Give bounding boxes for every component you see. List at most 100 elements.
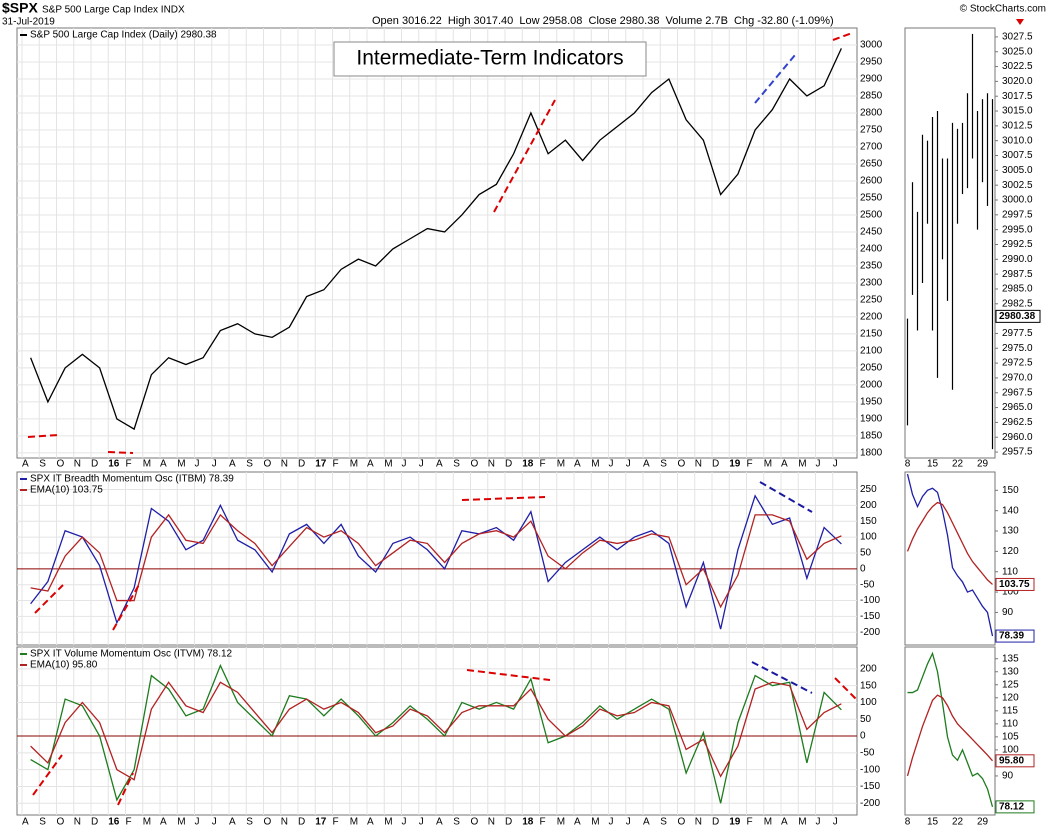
x-tick-label: J — [833, 817, 838, 828]
y-tick-label: 2995.0 — [1002, 224, 1033, 235]
x-tick-label: A — [22, 459, 29, 470]
x-tick-label: M — [764, 459, 772, 470]
y-tick-label: 2200 — [860, 312, 883, 323]
trendline — [112, 582, 141, 631]
x-tick-label: J — [816, 817, 821, 828]
y-tick-label: 2970.0 — [1002, 373, 1033, 384]
x-tick-label: M — [764, 817, 772, 828]
y-tick-label: 0 — [860, 731, 866, 742]
y-tick-label: 2990.0 — [1002, 254, 1033, 265]
x-tick-label: 16 — [108, 817, 120, 828]
panel-frames — [16, 27, 996, 816]
x-tick-label: F — [333, 817, 339, 828]
series-line — [30, 513, 842, 609]
x-tick-label: M — [143, 817, 151, 828]
y-tick-label: 2987.5 — [1002, 269, 1033, 280]
x-tick-label: 18 — [522, 817, 534, 828]
trendline — [834, 677, 858, 701]
date: 31-Jul-2019 — [2, 17, 55, 28]
y-tick-label: 2967.5 — [1002, 387, 1033, 398]
y-tick-label: 2250 — [860, 295, 883, 306]
x-tick-label: 17 — [315, 459, 327, 470]
price-zoom-panel — [904, 27, 996, 459]
y-tick-label: 50 — [860, 548, 872, 559]
x-tick-label: S — [246, 459, 253, 470]
x-tick-label: M — [591, 459, 599, 470]
y-tick-label: 2600 — [860, 176, 883, 187]
x-tick-label: O — [57, 817, 65, 828]
y-tick-label: 3017.5 — [1002, 91, 1033, 102]
x-tick-label: A — [643, 459, 650, 470]
legend-label: SPX IT Breadth Momentum Osc (ITBM) 78.39 — [30, 474, 234, 485]
x-tick-label: D — [712, 459, 719, 470]
x-tick-label: J — [212, 817, 217, 828]
y-tick-label: 3007.5 — [1002, 150, 1033, 161]
x-tick-label: 29 — [977, 459, 989, 470]
y-tick-label: 2992.5 — [1002, 239, 1033, 250]
y-tick-label: 2957.5 — [1002, 447, 1033, 458]
y-tick-label: 1950 — [860, 397, 883, 408]
y-tick-label: -200 — [860, 798, 880, 809]
y-tick-label: 2950 — [860, 57, 883, 68]
series-line — [30, 48, 842, 431]
x-tick-label: A — [367, 459, 374, 470]
x-tick-label: S — [453, 459, 460, 470]
plot-layer: 1800185019001950200020502100215022002250… — [17, 28, 1041, 828]
x-tick-label: J — [195, 459, 200, 470]
x-tick-label: M — [557, 817, 565, 828]
y-tick-label: 2850 — [860, 91, 883, 102]
y-tick-label: 150 — [1002, 485, 1019, 496]
legend-label: S&P 500 Large Cap Index (Daily) 2980.38 — [30, 30, 217, 41]
y-tick-label: 150 — [860, 516, 877, 527]
trendline — [27, 434, 59, 438]
y-tick-label: 2650 — [860, 159, 883, 170]
x-tick-label: A — [22, 817, 29, 828]
y-tick-label: 250 — [860, 484, 877, 495]
y-tick-label: 100 — [860, 697, 877, 708]
y-tick-label: 125 — [1002, 679, 1019, 690]
x-tick-label: N — [281, 817, 288, 828]
x-tick-label: A — [160, 817, 167, 828]
y-tick-label: 2100 — [860, 346, 883, 357]
y-tick-label: 3027.5 — [1002, 32, 1033, 43]
y-tick-label: 2350 — [860, 261, 883, 272]
series-line — [907, 651, 994, 808]
x-tick-label: N — [695, 817, 702, 828]
x-tick-label: 15 — [927, 817, 939, 828]
y-tick-label: 1850 — [860, 431, 883, 442]
x-tick-label: 17 — [315, 817, 327, 828]
x-tick-label: D — [298, 459, 305, 470]
x-tick-label: F — [333, 459, 339, 470]
x-tick-label: F — [126, 817, 132, 828]
value-tag — [995, 629, 1035, 643]
x-tick-label: O — [264, 459, 272, 470]
x-tick-label: O — [678, 817, 686, 828]
legend-label: SPX IT Volume Momentum Osc (ITVM) 78.12 — [30, 649, 233, 660]
x-tick-label: J — [833, 459, 838, 470]
x-tick-label: A — [574, 817, 581, 828]
index-name: S&P 500 Large Cap Index INDX — [42, 5, 185, 16]
y-tick-label: 2900 — [860, 74, 883, 85]
y-tick-label: 110 — [1002, 566, 1018, 577]
series-line — [906, 694, 993, 777]
x-tick-label: A — [574, 459, 581, 470]
y-tick-label: 3005.0 — [1002, 165, 1033, 176]
x-tick-label: J — [402, 817, 407, 828]
x-tick-label: 18 — [522, 459, 534, 470]
y-tick-label: -50 — [860, 747, 875, 758]
y-tick-label: 100 — [860, 532, 877, 543]
x-tick-label: O — [471, 817, 479, 828]
y-tick-label: 120 — [1002, 692, 1019, 703]
trendline — [759, 481, 813, 513]
x-tick-label: F — [540, 459, 546, 470]
y-tick-label: -200 — [860, 627, 880, 638]
y-tick-label: 200 — [860, 500, 877, 511]
y-tick-label: 100 — [1002, 587, 1019, 598]
x-tick-label: 15 — [927, 459, 939, 470]
y-tick-label: 2997.5 — [1002, 209, 1033, 220]
y-tick-label: 3012.5 — [1002, 121, 1033, 132]
legend-label: EMA(10) 103.75 — [30, 485, 103, 496]
y-tick-label: 120 — [1002, 546, 1019, 557]
y-tick-label: 0 — [860, 563, 866, 574]
